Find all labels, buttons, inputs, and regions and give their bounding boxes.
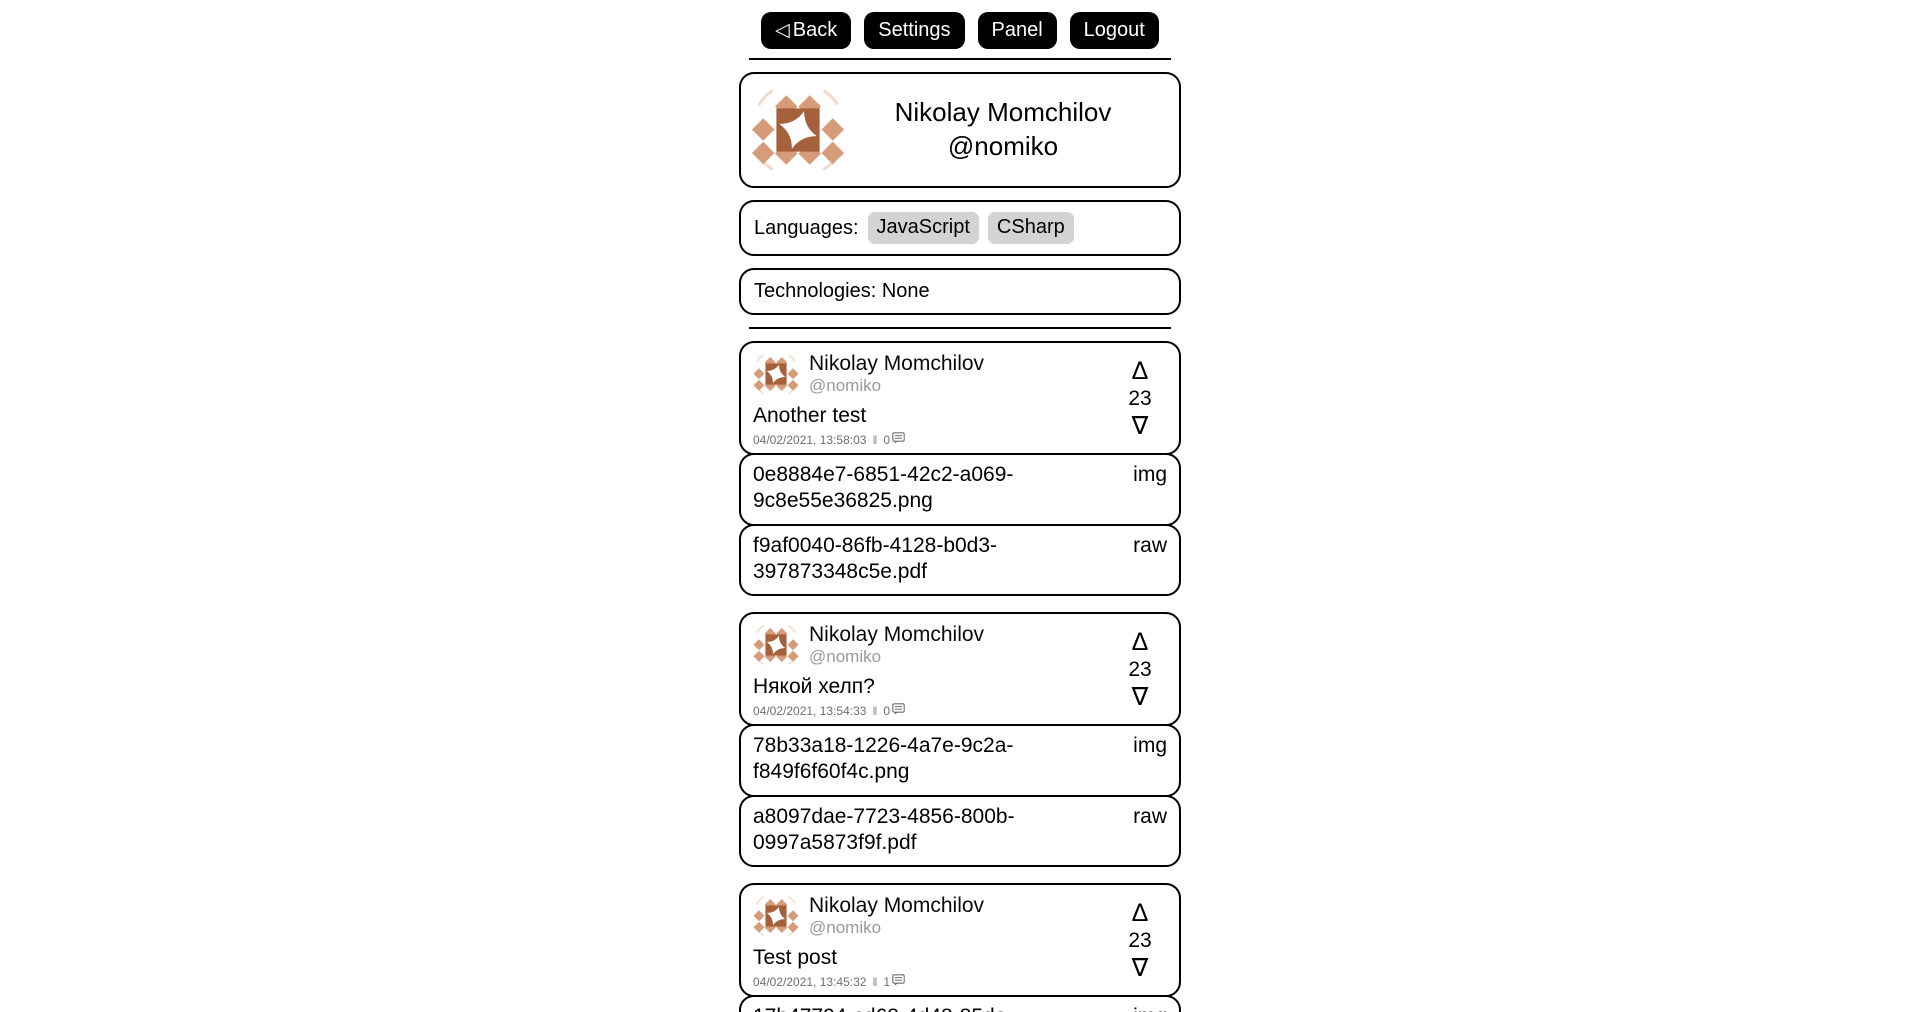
avatar-identicon — [753, 354, 799, 394]
vote-column: Δ 23 ∇ — [1111, 893, 1169, 989]
vote-column: Δ 23 ∇ — [1111, 622, 1169, 718]
post-timestamp: 04/02/2021, 13:45:32 — [753, 974, 867, 989]
post-comments: 0 — [883, 432, 905, 447]
vote-count: 23 — [1128, 386, 1152, 410]
post-author-name: Nikolay Momchilov — [809, 623, 985, 646]
post-title[interactable]: Някой хелп? — [753, 675, 875, 698]
downvote-button[interactable]: ∇ — [1131, 954, 1149, 983]
profile-avatar — [751, 83, 845, 177]
profile-names: Nikolay Momchilov @nomiko — [845, 96, 1169, 164]
back-triangle-icon: ◁ — [775, 20, 790, 41]
logout-button[interactable]: Logout — [1069, 12, 1159, 49]
post-card[interactable]: Nikolay Momchilov @nomiko Another test 0… — [739, 341, 1181, 455]
languages-card: Languages: JavaScript CSharp — [739, 200, 1181, 256]
attachment-filename[interactable]: 78b33a18-1226-4a7e-9c2a-f849f6f60f4c.png — [753, 734, 1014, 784]
post-author-name: Nikolay Momchilov — [809, 352, 985, 375]
post-timestamp: 04/02/2021, 13:54:33 — [753, 703, 867, 718]
language-badge: JavaScript — [867, 212, 979, 244]
attachment-type-label: raw — [1133, 533, 1167, 557]
panel-button[interactable]: Panel — [977, 12, 1057, 49]
post-author-name: Nikolay Momchilov — [809, 894, 985, 917]
languages-label: Languages: — [754, 216, 859, 239]
downvote-button[interactable]: ∇ — [1131, 412, 1149, 441]
post-header: Nikolay Momchilov @nomiko — [753, 893, 1111, 939]
post-group: Nikolay Momchilov @nomiko Някой хелп? 04… — [739, 612, 1181, 867]
post-author-avatar — [753, 351, 799, 397]
post-title[interactable]: Another test — [753, 404, 867, 427]
technologies-card: Technologies: None — [739, 268, 1181, 315]
post-author-handle: @nomiko — [809, 918, 882, 937]
page-column: ◁ Back Settings Panel Logout Nikolay Momc… — [739, 0, 1181, 1012]
post-main: Nikolay Momchilov @nomiko Някой хелп? 04… — [753, 622, 1111, 718]
avatar-identicon — [751, 89, 845, 171]
profile-name: Nikolay Momchilov — [894, 97, 1112, 128]
vote-column: Δ 23 ∇ — [1111, 351, 1169, 447]
attachment-type-label: img — [1133, 463, 1167, 486]
downvote-button[interactable]: ∇ — [1131, 683, 1149, 712]
post-main: Nikolay Momchilov @nomiko Test post 04/0… — [753, 893, 1111, 989]
top-divider — [749, 58, 1171, 60]
comment-icon — [892, 974, 905, 986]
back-button[interactable]: ◁ Back — [761, 12, 852, 49]
post-comment-count: 0 — [883, 703, 891, 718]
post-timestamp: 04/02/2021, 13:58:03 — [753, 432, 867, 447]
attachment-row[interactable]: a8097dae-7723-4856-800b-0997a5873f9f.pdf… — [739, 794, 1181, 867]
attachment-row[interactable]: 17b47794-cd68-4d48-85de- img — [739, 995, 1181, 1012]
posts-divider — [749, 327, 1171, 329]
attachment-filename[interactable]: a8097dae-7723-4856-800b-0997a5873f9f.pdf — [753, 804, 1015, 854]
post-meta: 04/02/2021, 13:58:03 ‖ 0 — [753, 432, 1111, 447]
avatar-identicon — [753, 896, 799, 936]
upvote-button[interactable]: Δ — [1131, 627, 1149, 656]
settings-button[interactable]: Settings — [864, 12, 965, 49]
post-header: Nikolay Momchilov @nomiko — [753, 622, 1111, 668]
post-card[interactable]: Nikolay Momchilov @nomiko Някой хелп? 04… — [739, 612, 1181, 726]
post-meta: 04/02/2021, 13:54:33 ‖ 0 — [753, 703, 1111, 718]
upvote-button[interactable]: Δ — [1131, 356, 1149, 385]
comment-icon-slot — [892, 703, 905, 718]
attachment-type-label: raw — [1133, 804, 1167, 828]
vote-count: 23 — [1128, 928, 1152, 952]
post-comment-count: 1 — [883, 974, 891, 989]
attachment-type-label: img — [1133, 734, 1167, 757]
profile-handle: @nomiko — [947, 131, 1059, 161]
post-author-avatar — [753, 893, 799, 939]
vote-count: 23 — [1128, 657, 1152, 681]
technologies-label: Technologies: None — [754, 280, 930, 302]
profile-card: Nikolay Momchilov @nomiko — [739, 72, 1181, 188]
post-author-avatar — [753, 622, 799, 668]
attachment-filename[interactable]: 0e8884e7-6851-42c2-a069-9c8e55e36825.png — [753, 463, 1014, 513]
language-badge: CSharp — [987, 212, 1074, 244]
post-meta: 04/02/2021, 13:45:32 ‖ 1 — [753, 974, 1111, 989]
comment-icon — [892, 703, 905, 715]
comment-icon — [892, 432, 905, 444]
attachment-filename[interactable]: f9af0040-86fb-4128-b0d3-397873348c5e.pdf — [753, 533, 998, 583]
post-author-handle: @nomiko — [809, 647, 882, 666]
post-main: Nikolay Momchilov @nomiko Another test 0… — [753, 351, 1111, 447]
post-title[interactable]: Test post — [753, 946, 838, 969]
top-nav: ◁ Back Settings Panel Logout — [739, 12, 1181, 49]
post-author-handle: @nomiko — [809, 376, 882, 395]
upvote-button[interactable]: Δ — [1131, 898, 1149, 927]
post-comments: 1 — [883, 974, 905, 989]
attachment-row[interactable]: 78b33a18-1226-4a7e-9c2a-f849f6f60f4c.png… — [739, 724, 1181, 797]
meta-separator: ‖ — [872, 974, 878, 989]
post-group: Nikolay Momchilov @nomiko Another test 0… — [739, 341, 1181, 596]
comment-icon-slot — [892, 974, 905, 989]
post-comments: 0 — [883, 703, 905, 718]
post-header: Nikolay Momchilov @nomiko — [753, 351, 1111, 397]
avatar-identicon — [753, 625, 799, 665]
meta-separator: ‖ — [872, 703, 878, 718]
post-card[interactable]: Nikolay Momchilov @nomiko Test post 04/0… — [739, 883, 1181, 997]
post-group: Nikolay Momchilov @nomiko Test post 04/0… — [739, 883, 1181, 1012]
back-button-label: Back — [792, 19, 838, 41]
attachment-row[interactable]: f9af0040-86fb-4128-b0d3-397873348c5e.pdf… — [739, 523, 1181, 596]
attachment-filename[interactable]: 17b47794-cd68-4d48-85de- — [753, 1004, 1093, 1012]
attachment-row[interactable]: 0e8884e7-6851-42c2-a069-9c8e55e36825.png… — [739, 453, 1181, 526]
meta-separator: ‖ — [872, 432, 878, 447]
comment-icon-slot — [892, 432, 905, 447]
attachment-type-label: img — [1125, 1004, 1167, 1012]
post-comment-count: 0 — [883, 432, 891, 447]
